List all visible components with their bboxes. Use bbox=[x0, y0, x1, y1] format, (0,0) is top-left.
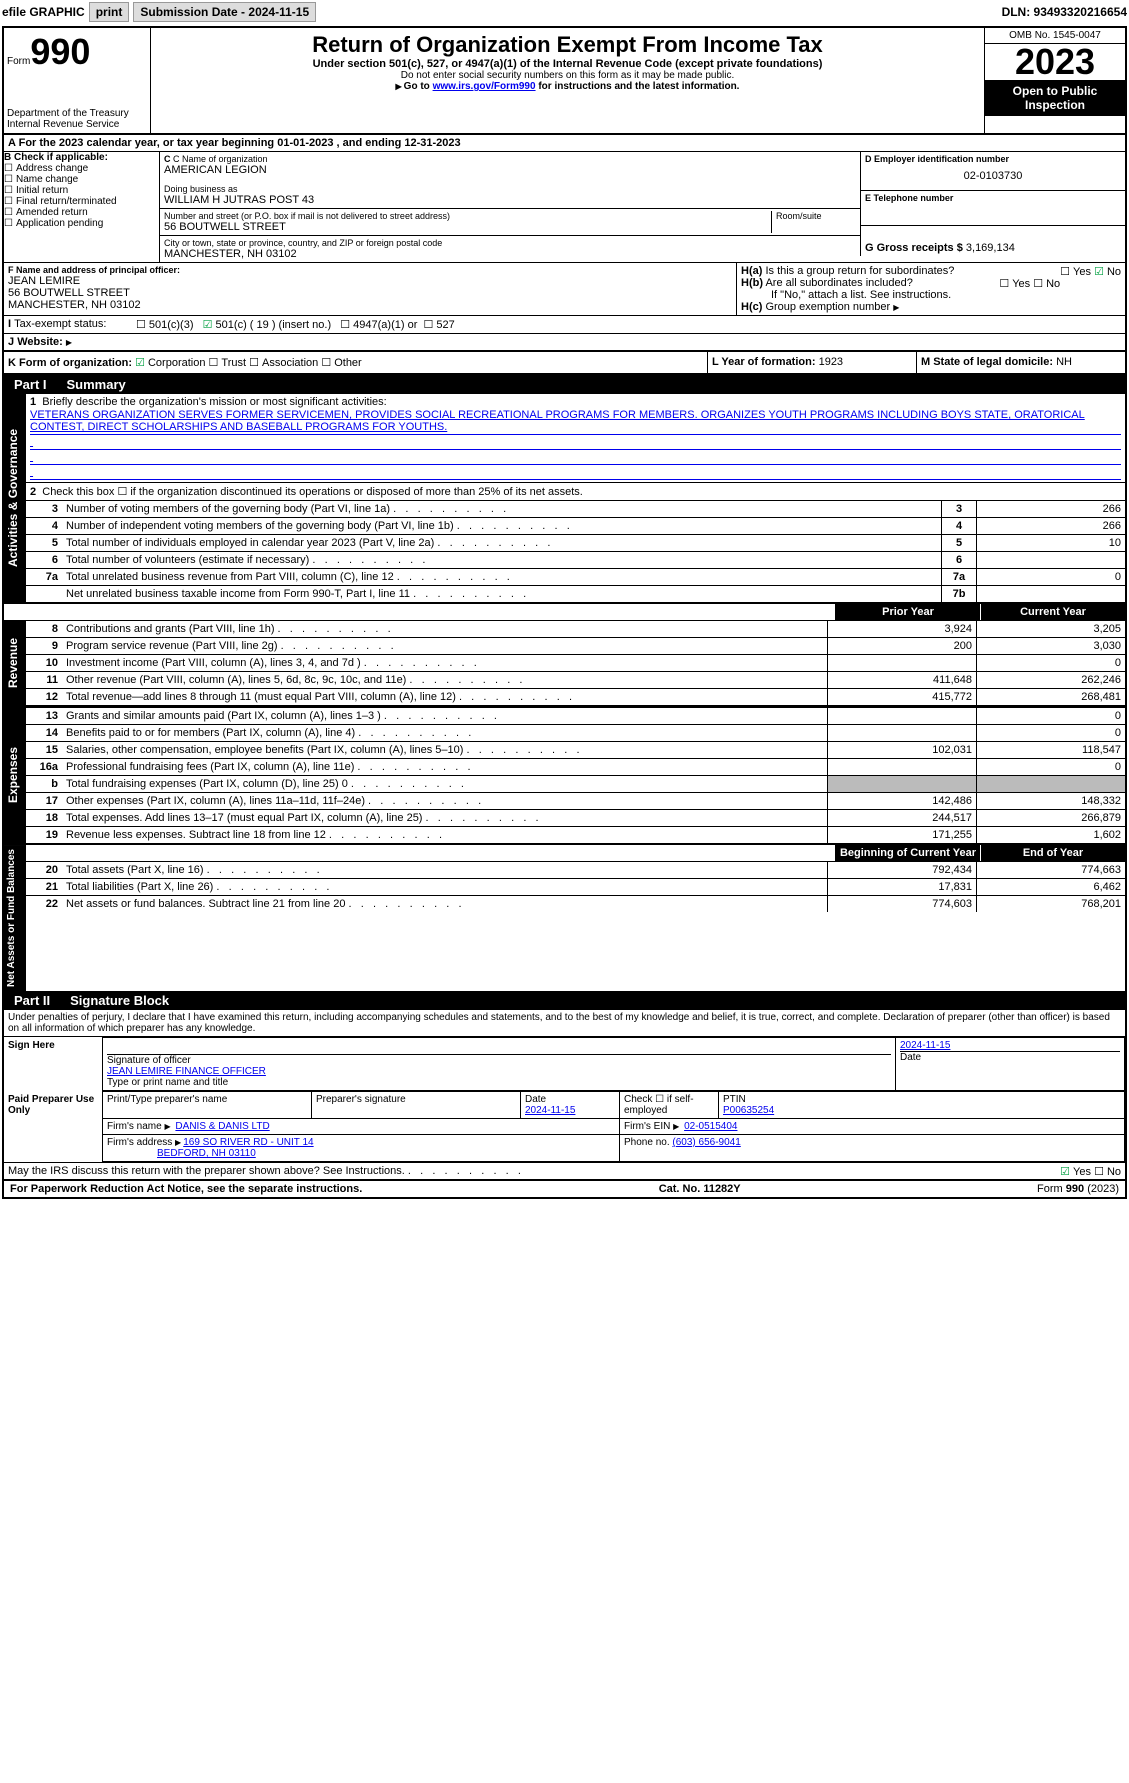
table-row: 3Number of voting members of the governi… bbox=[26, 500, 1125, 517]
tax-exempt-status: 501(c)(3) 501(c) ( 19 ) (insert no.) 494… bbox=[132, 316, 1125, 333]
prep-date: 2024-11-15 bbox=[525, 1105, 575, 1116]
penalty-text: Under penalties of perjury, I declare th… bbox=[4, 1010, 1125, 1037]
tax-year: 2023 bbox=[985, 44, 1125, 80]
side-expenses: Expenses bbox=[4, 707, 26, 843]
ein: 02-0103730 bbox=[865, 164, 1121, 188]
preparer-table: Paid Preparer Use Only Print/Type prepar… bbox=[4, 1091, 1125, 1162]
section-f: F Name and address of principal officer:… bbox=[4, 263, 737, 315]
col-begin-year: Beginning of Current Year bbox=[835, 845, 980, 861]
table-row: 21Total liabilities (Part X, line 26)17,… bbox=[26, 878, 1125, 895]
dln: DLN: 93493320216654 bbox=[1002, 5, 1127, 19]
form-subtitle: Under section 501(c), 527, or 4947(a)(1)… bbox=[155, 58, 980, 70]
print-button[interactable]: print bbox=[89, 2, 130, 22]
org-name: AMERICAN LEGION bbox=[164, 164, 856, 176]
table-row: 12Total revenue—add lines 8 through 11 (… bbox=[26, 688, 1125, 705]
table-row: 17Other expenses (Part IX, column (A), l… bbox=[26, 792, 1125, 809]
table-row: 15Salaries, other compensation, employee… bbox=[26, 741, 1125, 758]
officer-signature: JEAN LEMIRE FINANCE OFFICER bbox=[107, 1066, 891, 1077]
mission-label: Briefly describe the organization's miss… bbox=[42, 396, 386, 408]
side-net-assets: Net Assets or Fund Balances bbox=[4, 845, 26, 991]
chk-final-return[interactable]: Final return/terminated bbox=[4, 196, 159, 207]
chk-self-employed[interactable]: Check ☐ if self-employed bbox=[620, 1092, 719, 1119]
top-bar: efile GRAPHIC print Submission Date - 20… bbox=[0, 0, 1129, 24]
table-row: 16aProfessional fundraising fees (Part I… bbox=[26, 758, 1125, 775]
irs: Internal Revenue Service bbox=[7, 119, 147, 130]
form-number: 990 bbox=[30, 31, 90, 73]
col-end-year: End of Year bbox=[980, 845, 1125, 861]
chk-amended-return[interactable]: Amended return bbox=[4, 207, 159, 218]
line-2: Check this box ☐ if the organization dis… bbox=[42, 486, 583, 498]
table-row: 5Total number of individuals employed in… bbox=[26, 534, 1125, 551]
sign-date: 2024-11-15 bbox=[900, 1040, 1120, 1052]
form-title: Return of Organization Exempt From Incom… bbox=[155, 32, 980, 58]
chk-address-change[interactable]: Address change bbox=[4, 163, 159, 174]
form-text: Form bbox=[7, 56, 30, 67]
section-c: C C Name of organization AMERICAN LEGION… bbox=[160, 152, 860, 262]
efile-label: efile GRAPHIC bbox=[2, 5, 85, 19]
firm-ein: 02-0515404 bbox=[684, 1121, 737, 1132]
table-row: 13Grants and similar amounts paid (Part … bbox=[26, 707, 1125, 724]
table-row: 20Total assets (Part X, line 16)792,4347… bbox=[26, 861, 1125, 878]
table-row: 7aTotal unrelated business revenue from … bbox=[26, 568, 1125, 585]
signature-table: Sign Here Signature of officer JEAN LEMI… bbox=[4, 1037, 1125, 1091]
form-header: Form990 Department of the Treasury Inter… bbox=[4, 28, 1125, 135]
irs-link[interactable]: www.irs.gov/Form990 bbox=[433, 81, 536, 92]
chk-initial-return[interactable]: Initial return bbox=[4, 185, 159, 196]
dba-name: WILLIAM H JUTRAS POST 43 bbox=[164, 194, 856, 206]
part-ii-header: Part IISignature Block bbox=[4, 991, 1125, 1010]
firm-phone: (603) 656-9041 bbox=[672, 1137, 740, 1148]
section-deg: D Employer identification number 02-0103… bbox=[860, 152, 1125, 262]
firm-name: DANIS & DANIS LTD bbox=[175, 1121, 269, 1132]
open-inspection: Open to Public Inspection bbox=[985, 80, 1125, 116]
col-prior-year: Prior Year bbox=[835, 604, 980, 620]
footer: For Paperwork Reduction Act Notice, see … bbox=[4, 1179, 1125, 1197]
dept-treasury: Department of the Treasury bbox=[7, 108, 147, 119]
section-m: M State of legal domicile: NH bbox=[916, 352, 1125, 373]
section-k: K Form of organization: Corporation Trus… bbox=[4, 352, 707, 373]
side-governance: Activities & Governance bbox=[4, 394, 26, 602]
ptin: P00635254 bbox=[723, 1105, 774, 1116]
paid-preparer-label: Paid Preparer Use Only bbox=[4, 1092, 103, 1162]
gross-receipts: 3,169,134 bbox=[966, 242, 1015, 254]
table-row: 9Program service revenue (Part VIII, lin… bbox=[26, 637, 1125, 654]
section-a: A For the 2023 calendar year, or tax yea… bbox=[4, 135, 1125, 152]
mission-text: VETERANS ORGANIZATION SERVES FORMER SERV… bbox=[30, 408, 1121, 435]
telephone-label: E Telephone number bbox=[865, 193, 1121, 203]
section-b: B Check if applicable: Address change Na… bbox=[4, 152, 160, 262]
city-state-zip: MANCHESTER, NH 03102 bbox=[164, 248, 856, 260]
table-row: 6Total number of volunteers (estimate if… bbox=[26, 551, 1125, 568]
table-row: 19Revenue less expenses. Subtract line 1… bbox=[26, 826, 1125, 843]
firm-address: 169 SO RIVER RD - UNIT 14 bbox=[183, 1137, 313, 1148]
table-row: 4Number of independent voting members of… bbox=[26, 517, 1125, 534]
officer-name: JEAN LEMIRE bbox=[8, 275, 732, 287]
side-revenue: Revenue bbox=[4, 620, 26, 705]
table-row: Net unrelated business taxable income fr… bbox=[26, 585, 1125, 602]
section-j: J Website: bbox=[4, 334, 1125, 350]
table-row: 10Investment income (Part VIII, column (… bbox=[26, 654, 1125, 671]
table-row: 11Other revenue (Part VIII, column (A), … bbox=[26, 671, 1125, 688]
street-address: 56 BOUTWELL STREET bbox=[164, 221, 771, 233]
table-row: bTotal fundraising expenses (Part IX, co… bbox=[26, 775, 1125, 792]
chk-name-change[interactable]: Name change bbox=[4, 174, 159, 185]
section-h: H(a) Is this a group return for subordin… bbox=[737, 263, 1125, 315]
section-l: L Year of formation: 1923 bbox=[707, 352, 916, 373]
table-row: 18Total expenses. Add lines 13–17 (must … bbox=[26, 809, 1125, 826]
table-row: 22Net assets or fund balances. Subtract … bbox=[26, 895, 1125, 912]
col-current-year: Current Year bbox=[980, 604, 1125, 620]
sign-here: Sign Here bbox=[4, 1038, 103, 1091]
part-i-header: Part ISummary bbox=[4, 375, 1125, 394]
chk-application-pending[interactable]: Application pending bbox=[4, 218, 159, 229]
section-i-label: I Tax-exempt status: bbox=[4, 316, 132, 333]
ssn-warning: Do not enter social security numbers on … bbox=[155, 70, 980, 81]
submission-date: Submission Date - 2024-11-15 bbox=[133, 2, 316, 22]
discuss-line: May the IRS discuss this return with the… bbox=[4, 1162, 1125, 1179]
table-row: 8Contributions and grants (Part VIII, li… bbox=[26, 620, 1125, 637]
table-row: 14Benefits paid to or for members (Part … bbox=[26, 724, 1125, 741]
